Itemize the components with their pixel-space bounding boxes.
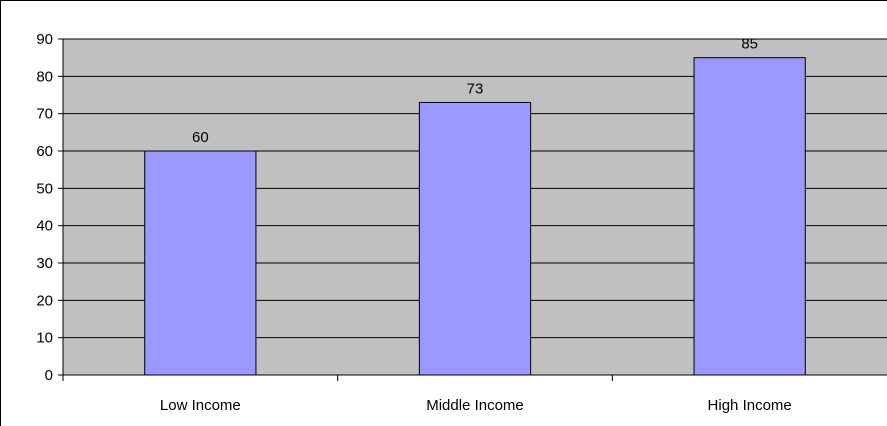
y-tick-label: 70 (36, 106, 53, 123)
x-category-label: High Income (708, 397, 792, 414)
y-tick-label: 60 (36, 143, 53, 160)
y-tick-label: 10 (36, 330, 53, 347)
y-tick-label: 50 (36, 180, 53, 197)
x-category-label: Low Income (160, 397, 241, 414)
y-tick-label: 80 (36, 68, 53, 85)
y-tick-label: 20 (36, 292, 53, 309)
y-tick-label: 40 (36, 218, 53, 235)
data-label: 73 (467, 80, 484, 97)
bar-low-income (144, 150, 257, 376)
y-tick-label: 30 (36, 255, 53, 272)
y-tick-label: 90 (36, 31, 53, 48)
bars (144, 57, 806, 376)
labels: 0 10 20 30 40 50 60 70 80 90 60 Low Income 73 Middle … (36, 31, 791, 414)
data-label: 85 (741, 36, 758, 53)
y-tick-label: 0 (45, 367, 53, 384)
x-category-label: Middle Income (426, 397, 524, 414)
bar-middle-income (418, 101, 532, 376)
bar-high-income (693, 57, 806, 376)
data-label: 60 (192, 129, 209, 146)
